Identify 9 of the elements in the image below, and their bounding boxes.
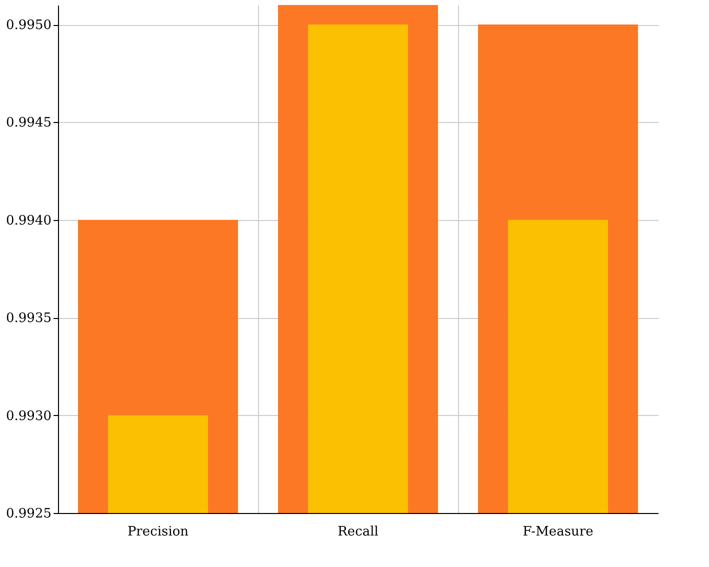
x-tick-label: F-Measure	[522, 524, 594, 540]
y-tick-label: 0.9950	[6, 18, 52, 34]
y-tick-label: 0.9925	[6, 506, 52, 522]
x-tick-label: Precision	[127, 524, 190, 540]
y-tick-label: 0.9935	[6, 311, 52, 326]
y-tick-label: 0.9930	[6, 408, 52, 424]
y-tick-label: 0.9940	[6, 213, 52, 228]
x-tick-label: Recall	[338, 524, 378, 540]
y-tick-label: 0.9945	[6, 116, 52, 131]
